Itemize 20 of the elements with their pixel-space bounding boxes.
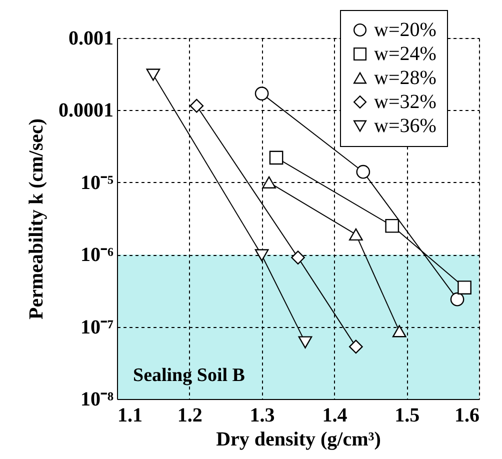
legend-label: w=24% bbox=[374, 43, 436, 65]
x-tick-label: 1.5 bbox=[394, 404, 420, 426]
x-tick-label: 1.6 bbox=[454, 404, 480, 426]
legend-label: w=32% bbox=[374, 91, 436, 113]
legend-label: w=20% bbox=[374, 19, 436, 41]
y-tick-label: 0.0001 bbox=[58, 100, 114, 122]
y-tick-label: 10⁻⁸ bbox=[80, 388, 114, 410]
y-tick-label: 10⁻⁷ bbox=[80, 316, 114, 338]
x-tick-label: 1.2 bbox=[177, 404, 202, 426]
y-axis-title: Permeability k (cm/sec) bbox=[26, 118, 48, 320]
x-tick-label: 1.4 bbox=[322, 404, 348, 426]
y-tick-label: 10⁻⁵ bbox=[80, 172, 114, 194]
y-tick-label: 10⁻⁶ bbox=[80, 244, 114, 266]
x-axis-title: Dry density (g/cm³) bbox=[216, 428, 381, 450]
x-tick-label: 1.1 bbox=[118, 404, 142, 426]
y-tick-label: 0.001 bbox=[68, 28, 114, 50]
x-tick-label: 1.3 bbox=[250, 404, 275, 426]
legend-label: w=36% bbox=[374, 115, 436, 137]
legend-label: w=28% bbox=[374, 67, 436, 89]
band-label: Sealing Soil B bbox=[133, 365, 246, 386]
